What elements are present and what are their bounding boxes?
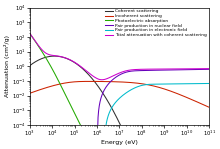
- Coherent scattering: [49, 55, 51, 57]
- Pair production in nuclear field: [49, 139, 51, 141]
- Incoherent scattering: [97, 81, 100, 82]
- Pair production in nuclear field: [208, 68, 211, 70]
- Pair production in electronic field: [59, 139, 62, 141]
- Line: Coherent scattering: Coherent scattering: [30, 56, 209, 140]
- Coherent scattering: [185, 139, 188, 141]
- Incoherent scattering: [28, 92, 31, 94]
- Photoelectric absorption: [59, 84, 62, 86]
- Incoherent scattering: [185, 96, 188, 98]
- Total attenuation with coherent scattering: [105, 78, 108, 80]
- Total attenuation with coherent scattering: [185, 68, 188, 70]
- Pair production in electronic field: [28, 139, 31, 141]
- Photoelectric absorption: [204, 139, 207, 141]
- Total attenuation with coherent scattering: [204, 68, 207, 70]
- Total attenuation with coherent scattering: [97, 78, 100, 80]
- Incoherent scattering: [208, 106, 211, 108]
- Coherent scattering: [205, 139, 207, 141]
- Coherent scattering: [53, 55, 56, 57]
- Photoelectric absorption: [185, 139, 188, 141]
- Photoelectric absorption: [105, 139, 108, 141]
- Pair production in nuclear field: [59, 139, 62, 141]
- Pair production in nuclear field: [105, 86, 108, 88]
- Incoherent scattering: [49, 86, 51, 87]
- Pair production in electronic field: [49, 139, 51, 141]
- Total attenuation with coherent scattering: [49, 54, 51, 56]
- Pair production in nuclear field: [97, 111, 100, 112]
- Incoherent scattering: [87, 80, 90, 82]
- Total attenuation with coherent scattering: [59, 56, 62, 58]
- Pair production in electronic field: [97, 139, 100, 141]
- Coherent scattering: [28, 65, 31, 67]
- X-axis label: Energy (eV): Energy (eV): [101, 140, 138, 145]
- Coherent scattering: [208, 139, 211, 141]
- Incoherent scattering: [59, 83, 62, 85]
- Photoelectric absorption: [28, 32, 31, 34]
- Line: Pair production in nuclear field: Pair production in nuclear field: [30, 69, 209, 140]
- Incoherent scattering: [105, 81, 108, 82]
- Pair production in nuclear field: [204, 68, 207, 70]
- Pair production in electronic field: [208, 83, 211, 84]
- Line: Pair production in electronic field: Pair production in electronic field: [30, 83, 209, 140]
- Coherent scattering: [97, 86, 100, 88]
- Legend: Coherent scattering, Incoherent scattering, Photoelectric absorption, Pair produ: Coherent scattering, Incoherent scatteri…: [105, 9, 207, 38]
- Total attenuation with coherent scattering: [101, 79, 103, 81]
- Line: Photoelectric absorption: Photoelectric absorption: [30, 33, 209, 140]
- Total attenuation with coherent scattering: [28, 32, 31, 34]
- Y-axis label: Attenuation (cm²/g): Attenuation (cm²/g): [4, 35, 10, 97]
- Photoelectric absorption: [208, 139, 211, 141]
- Pair production in nuclear field: [28, 139, 31, 141]
- Pair production in electronic field: [204, 83, 207, 84]
- Total attenuation with coherent scattering: [208, 68, 211, 70]
- Pair production in electronic field: [185, 83, 188, 85]
- Pair production in electronic field: [105, 122, 108, 124]
- Coherent scattering: [126, 139, 128, 141]
- Coherent scattering: [105, 98, 108, 100]
- Photoelectric absorption: [97, 139, 100, 141]
- Line: Incoherent scattering: Incoherent scattering: [30, 81, 209, 107]
- Photoelectric absorption: [49, 64, 51, 66]
- Photoelectric absorption: [86, 139, 89, 141]
- Coherent scattering: [60, 56, 62, 58]
- Pair production in nuclear field: [185, 69, 188, 71]
- Incoherent scattering: [204, 105, 207, 107]
- Line: Total attenuation with coherent scattering: Total attenuation with coherent scatteri…: [30, 33, 209, 80]
